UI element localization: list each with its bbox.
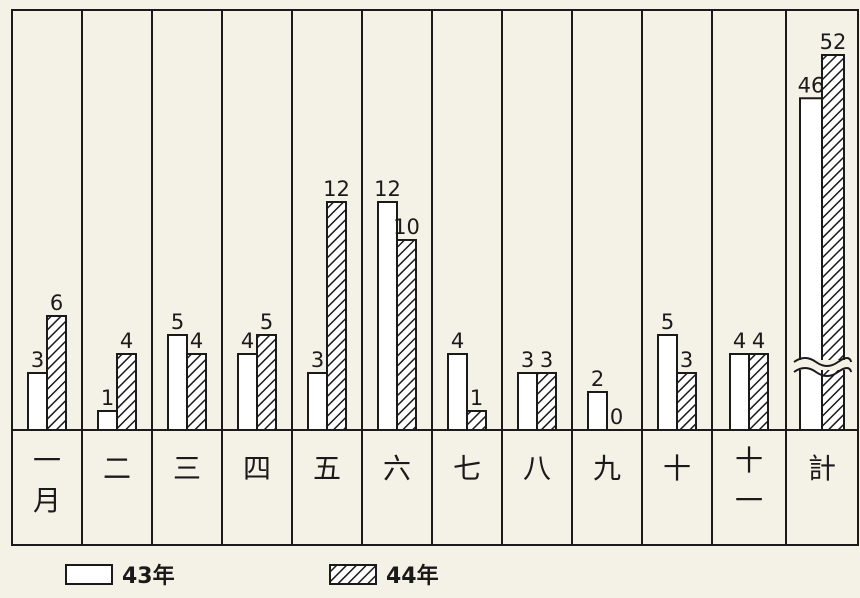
- bar-44: [748, 353, 769, 431]
- bar-43: [729, 353, 750, 431]
- value-label-43: 4: [451, 329, 464, 353]
- bar-44: [821, 54, 845, 431]
- value-label-43: 3: [31, 348, 44, 372]
- value-label-43: 3: [521, 348, 534, 372]
- category-label: 六: [383, 452, 411, 485]
- value-label-44: 52: [820, 30, 847, 54]
- value-label-44: 12: [323, 177, 350, 201]
- legend-swatch-43: [65, 564, 113, 585]
- bar-44: [396, 239, 417, 431]
- category-label: 十: [735, 444, 763, 477]
- bars-group: [27, 54, 853, 432]
- value-label-43: 46: [798, 73, 825, 97]
- chart-border: [11, 9, 859, 546]
- value-label-43: 4: [241, 329, 254, 353]
- value-label-43: 5: [661, 310, 674, 334]
- category-label: 四: [243, 452, 271, 485]
- bar-43: [27, 372, 48, 431]
- value-label-43: 12: [374, 177, 401, 201]
- bar-43: [657, 334, 678, 431]
- bar-44: [466, 410, 487, 431]
- legend-swatch-44: [329, 564, 377, 585]
- bar-44: [186, 353, 207, 431]
- category-label: 計: [808, 452, 836, 485]
- bar-44: [256, 334, 277, 431]
- bar-43: [237, 353, 258, 431]
- bar-43: [97, 410, 118, 431]
- category-label: 五: [313, 452, 341, 485]
- category-label: 十: [663, 452, 691, 485]
- category-label: 月: [33, 484, 61, 517]
- legend: 43年 44年: [65, 563, 439, 589]
- value-label-44: 3: [680, 348, 693, 372]
- axis-break-mark: [793, 357, 853, 367]
- bar-43: [587, 391, 608, 431]
- bar-44: [46, 315, 67, 431]
- bar-44: [116, 353, 137, 431]
- category-labels-group: 一月二三四五六七八九十十一計: [33, 444, 836, 517]
- value-label-44: 6: [50, 291, 63, 315]
- bar-43: [447, 353, 468, 431]
- legend-label-44: 44年: [386, 563, 439, 589]
- category-label: 二: [103, 452, 131, 485]
- category-label: 三: [173, 452, 201, 485]
- chart-frame: [11, 9, 859, 546]
- value-label-44: 4: [120, 329, 133, 353]
- axis-break-mark: [793, 367, 853, 377]
- value-label-44: 4: [752, 329, 765, 353]
- value-label-43: 4: [733, 329, 746, 353]
- bar-43: [307, 372, 328, 431]
- bar-43: [517, 372, 538, 431]
- bar-44: [536, 372, 557, 431]
- legend-label-43: 43年: [122, 563, 175, 589]
- category-label: 八: [523, 452, 551, 485]
- bar-43: [167, 334, 188, 431]
- bar-44: [326, 201, 347, 431]
- bar-44: [676, 372, 697, 431]
- value-label-44: 0: [610, 405, 623, 429]
- value-label-44: 4: [190, 329, 203, 353]
- value-label-44: 10: [393, 215, 420, 239]
- value-label-44: 1: [470, 386, 483, 410]
- bar-43: [799, 97, 823, 432]
- category-label: 九: [593, 452, 621, 485]
- value-label-43: 3: [311, 348, 324, 372]
- category-label: 一: [735, 484, 763, 517]
- category-label: 七: [453, 452, 481, 485]
- value-label-44: 3: [540, 348, 553, 372]
- category-label: 一: [33, 444, 61, 477]
- value-label-43: 2: [591, 367, 604, 391]
- value-label-43: 1: [101, 386, 114, 410]
- value-label-43: 5: [171, 310, 184, 334]
- value-label-44: 5: [260, 310, 273, 334]
